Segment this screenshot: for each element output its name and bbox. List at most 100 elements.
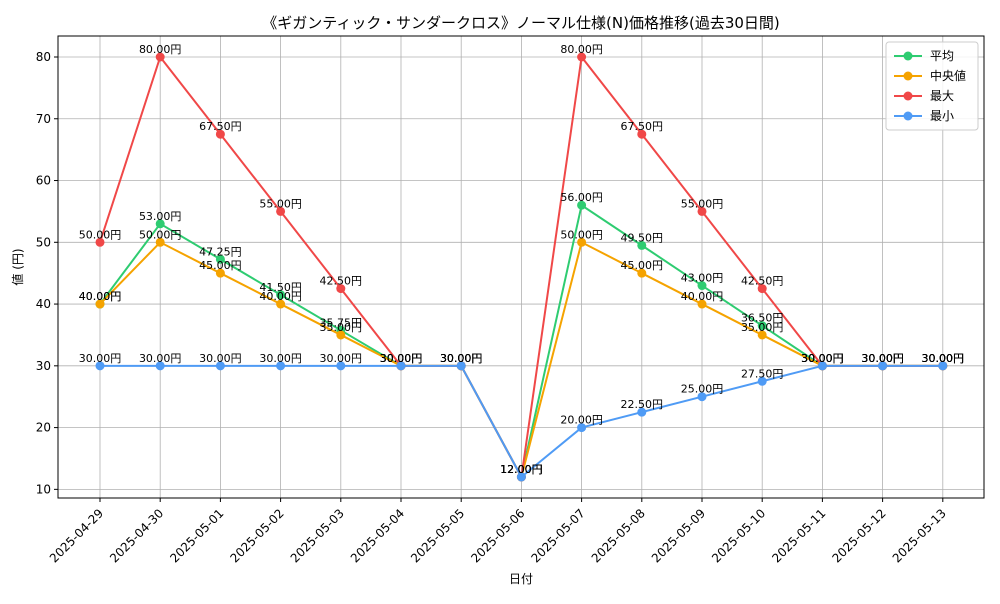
data-point: [637, 129, 647, 139]
legend-marker: [903, 51, 913, 61]
data-label: 30.00円: [861, 352, 904, 365]
data-label: 56.00円: [560, 191, 603, 204]
data-label: 30.00円: [861, 352, 904, 365]
legend-label: 平均: [930, 49, 954, 63]
x-tick-label: 2025-05-11: [769, 506, 828, 565]
x-tick-label: 2025-05-08: [589, 506, 648, 565]
data-label: 30.00円: [440, 352, 483, 365]
data-point: [155, 219, 165, 229]
data-label: 30.00円: [801, 352, 844, 365]
data-point: [155, 237, 165, 247]
x-tick-label: 2025-05-07: [529, 506, 588, 565]
data-point: [276, 206, 286, 216]
y-tick-label: 50: [36, 235, 51, 249]
data-label: 30.00円: [440, 352, 483, 365]
data-labels: 40.00円 53.00円 47.25円 41.50円 35.75円 30.00円 30.0…: [79, 43, 964, 476]
data-point: [215, 129, 225, 139]
data-point: [757, 284, 767, 294]
legend-label: 中央値: [930, 68, 966, 83]
y-tick-label: 80: [36, 50, 51, 64]
data-point: [697, 206, 707, 216]
data-label: 30.00円: [861, 352, 904, 365]
x-tick-label: 2025-05-09: [649, 506, 708, 565]
x-tick-label: 2025-05-03: [288, 506, 347, 565]
data-label: 30.00円: [861, 352, 904, 365]
data-label: 30.00円: [380, 352, 423, 365]
y-axis-label: 値 (円): [10, 248, 25, 285]
x-tick-label: 2025-05-01: [167, 506, 226, 565]
data-label: 12.00円: [500, 463, 543, 476]
data-label: 43.00円: [681, 272, 724, 285]
data-label: 41.50円: [259, 281, 302, 294]
data-label: 67.50円: [199, 120, 242, 133]
data-label: 36.50円: [741, 312, 784, 325]
data-label: 30.00円: [922, 352, 965, 365]
series-group: [95, 52, 948, 482]
y-tick-label: 40: [36, 297, 51, 311]
x-tick-label: 2025-05-12: [830, 506, 889, 565]
data-label: 67.50円: [621, 120, 664, 133]
data-label: 30.00円: [922, 352, 965, 365]
data-label: 30.00円: [320, 352, 363, 365]
data-label: 45.00円: [621, 259, 664, 272]
data-label: 30.00円: [380, 352, 423, 365]
data-point: [95, 361, 105, 371]
data-point: [817, 361, 827, 371]
data-label: 42.50円: [320, 275, 363, 288]
x-tick-label: 2025-05-10: [709, 506, 768, 565]
data-point: [637, 407, 647, 417]
data-label: 40.00円: [79, 290, 122, 303]
axis-ticks: 2025-04-29 2025-04-30 2025-05-01 2025-05-02…: [36, 50, 949, 565]
x-tick-label: 2025-05-04: [348, 506, 407, 565]
data-label: 30.00円: [199, 352, 242, 365]
data-point: [336, 361, 346, 371]
data-label: 20.00円: [560, 414, 603, 427]
chart-title: 《ギガンティック・サンダークロス》ノーマル仕様(N)価格推移(過去30日間): [262, 14, 780, 32]
data-label: 53.00円: [139, 210, 182, 223]
legend-label: 最小: [930, 109, 954, 123]
data-point: [516, 472, 526, 482]
data-label: 50.00円: [139, 228, 182, 241]
data-label: 30.00円: [380, 352, 423, 365]
grid-lines: [58, 36, 984, 498]
data-point: [697, 299, 707, 309]
data-label: 40.00円: [79, 290, 122, 303]
data-label: 35.75円: [320, 316, 363, 329]
data-label: 42.50円: [741, 275, 784, 288]
data-label: 30.00円: [801, 352, 844, 365]
x-tick-label: 2025-05-06: [468, 506, 527, 565]
data-label: 25.00円: [681, 383, 724, 396]
data-label: 30.00円: [259, 352, 302, 365]
legend-marker: [903, 91, 913, 101]
legend-marker: [903, 111, 913, 121]
data-label: 12.00円: [500, 463, 543, 476]
legend-marker: [903, 71, 913, 81]
data-point: [276, 290, 286, 300]
legend-box: [885, 41, 979, 131]
data-label: 49.50円: [621, 231, 664, 244]
data-point: [938, 361, 948, 371]
data-point: [276, 361, 286, 371]
data-label: 80.00円: [560, 43, 603, 56]
data-point: [95, 299, 105, 309]
data-label: 47.25円: [199, 245, 242, 258]
data-point: [95, 237, 105, 247]
data-point: [276, 299, 286, 309]
x-tick-label: 2025-04-30: [107, 506, 166, 565]
data-point: [215, 254, 225, 264]
data-point: [697, 392, 707, 402]
data-label: 30.00円: [801, 352, 844, 365]
data-point: [697, 281, 707, 291]
data-point: [155, 52, 165, 62]
x-axis-label: 日付: [509, 572, 533, 586]
data-label: 30.00円: [79, 352, 122, 365]
data-label: 22.50円: [621, 398, 664, 411]
x-tick-label: 2025-05-02: [228, 506, 287, 565]
data-label: 35.00円: [320, 321, 363, 334]
y-tick-label: 30: [36, 359, 51, 373]
data-point: [215, 268, 225, 278]
y-tick-label: 10: [36, 482, 51, 496]
data-point: [577, 237, 587, 247]
data-label: 45.00円: [199, 259, 242, 272]
